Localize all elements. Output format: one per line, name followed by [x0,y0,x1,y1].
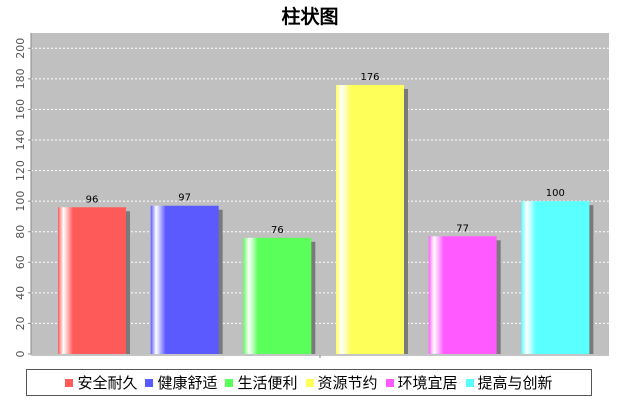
legend-item: 安全耐久 [65,372,137,393]
y-tick-label: 20 [14,316,27,330]
y-tick-label: 140 [14,130,27,151]
legend-swatch [225,378,234,387]
y-tick-label: 200 [14,38,27,59]
data-label: 76 [271,225,284,236]
legend-label: 资源节约 [317,374,378,392]
legend-label: 生活便利 [237,374,298,392]
legend-swatch [465,378,474,387]
data-label: 176 [360,72,379,83]
y-tick-label: 100 [14,191,27,212]
legend-label: 健康舒适 [157,374,218,392]
legend-label: 提高与创新 [477,374,553,392]
y-tick-label: 40 [14,286,27,300]
y-tick-label: 120 [14,160,27,181]
data-label: 77 [456,223,469,234]
bar [521,201,590,354]
bar [150,205,219,354]
bar [243,237,312,354]
legend-swatch [385,378,394,387]
chart-title: 柱状图 [281,6,339,28]
y-tick-label: 180 [14,68,27,89]
legend-item: 资源节约 [305,372,378,393]
legend-label: 环境宜居 [397,374,458,392]
bar [58,207,126,354]
legend-label: 安全耐久 [77,374,138,392]
legend-swatch [145,378,154,387]
legend-item: 环境宜居 [385,372,458,393]
legend: 安全耐久 健康舒适 生活便利 资源节约 环境宜居 提高与创新 [26,369,592,396]
legend-swatch [305,378,314,387]
y-tick-label: 80 [14,225,27,239]
data-label: 96 [86,194,99,205]
y-tick-label: 160 [14,99,27,120]
data-label: 100 [546,188,565,199]
y-tick-label: 0 [14,351,27,358]
legend-swatch [65,378,74,387]
bar [428,236,497,354]
legend-item: 健康舒适 [145,372,217,393]
y-tick-label: 60 [14,255,27,269]
legend-item: 提高与创新 [465,372,553,393]
data-label: 97 [178,193,191,204]
bar [336,84,404,354]
legend-item: 生活便利 [225,372,298,393]
